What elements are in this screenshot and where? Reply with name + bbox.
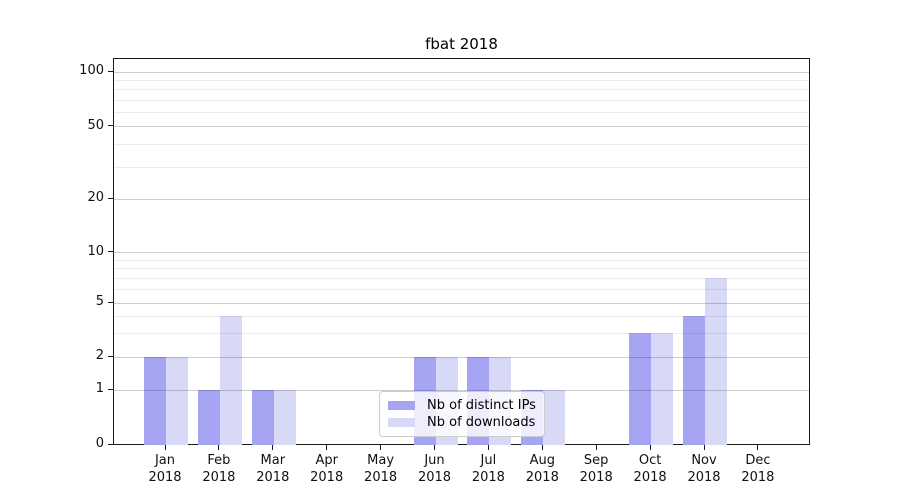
y-gridline-minor-90 [114,79,809,81]
y-gridline-major-10 [114,252,809,253]
bar-nb-of-distinct-ips-oct [629,333,652,445]
legend: Nb of distinct IPs Nb of downloads [379,391,545,437]
xtick-label-jan: Jan 2018 [148,453,182,485]
legend-swatch-downloads [388,418,415,427]
xtick-mark-feb [218,445,220,450]
xtick-label-apr: Apr 2018 [310,453,344,485]
xtick-label-may: May 2018 [364,453,398,485]
bar-nb-of-distinct-ips-jan [144,357,166,445]
xtick-mark-jun [434,445,435,450]
xtick-mark-dec [757,445,759,450]
xtick-label-oct: Oct 2018 [633,453,667,485]
legend-entry-downloads: Nb of downloads [388,414,536,431]
legend-label-downloads: Nb of downloads [427,415,536,430]
ytick-mark-10 [108,251,113,252]
xtick-mark-nov [703,445,705,450]
bar-nb-of-distinct-ips-feb [197,390,220,445]
ytick-mark-20 [108,197,113,199]
xtick-mark-jan [164,445,166,450]
ytick-label-1: 1 [95,381,104,396]
y-gridline-minor-80 [114,89,809,91]
bar-nb-of-downloads-mar [273,390,296,445]
legend-swatch-distinct-ips [388,401,415,410]
xtick-label-dec: Dec 2018 [741,453,775,485]
xtick-mark-sep [595,445,597,450]
xtick-mark-jul [487,445,489,450]
legend-label-distinct-ips: Nb of distinct IPs [427,398,536,413]
ytick-mark-2 [108,355,113,357]
y-gridline-minor-4 [114,315,809,317]
ytick-label-100: 100 [79,63,104,78]
bar-nb-of-downloads-nov [705,278,727,445]
bar-nb-of-downloads-feb [219,316,242,445]
y-gridline-major-5 [114,302,809,304]
ytick-label-50: 50 [87,117,104,133]
chart-title: fbat 2018 [425,35,498,53]
bar-nb-of-distinct-ips-mar [251,390,274,445]
ytick-mark-100 [108,70,113,72]
y-gridline-minor-40 [114,143,809,145]
ytick-mark-0 [108,443,113,445]
xtick-label-feb: Feb 2018 [202,453,236,485]
xtick-label-sep: Sep 2018 [579,453,613,485]
ytick-mark-5 [108,301,113,303]
y-gridline-minor-3 [114,332,809,334]
y-gridline-minor-7 [114,277,809,279]
xtick-label-jul: Jul 2018 [471,453,505,485]
y-gridline-major-50 [114,126,809,128]
legend-entry-distinct-ips: Nb of distinct IPs [388,397,536,414]
ytick-label-0: 0 [95,436,104,451]
y-gridline-minor-8 [114,268,809,270]
ytick-label-2: 2 [95,348,104,363]
plot-area: Nb of distinct IPs Nb of downloads [113,58,810,445]
ytick-label-10: 10 [87,243,104,259]
bar-nb-of-distinct-ips-nov [683,316,705,445]
ytick-mark-1 [108,388,113,390]
y-gridline-major-100 [114,71,809,73]
y-gridline-minor-6 [114,289,809,291]
bar-nb-of-downloads-jan [166,357,188,445]
xtick-label-nov: Nov 2018 [687,453,721,485]
y-gridline-minor-30 [114,166,809,168]
xtick-mark-may [380,445,382,450]
y-gridline-major-2 [114,356,809,358]
xtick-mark-oct [649,445,651,450]
y-gridline-minor-70 [114,99,809,101]
xtick-mark-aug [541,445,543,450]
xtick-label-mar: Mar 2018 [256,453,290,485]
xtick-mark-mar [272,445,274,450]
y-gridline-minor-9 [114,259,809,261]
xtick-mark-apr [326,445,328,450]
ytick-mark-50 [108,125,113,127]
xtick-label-aug: Aug 2018 [525,453,559,485]
y-gridline-major-20 [114,198,809,200]
bar-nb-of-downloads-aug [543,390,566,445]
ytick-label-20: 20 [87,190,104,205]
bar-nb-of-downloads-oct [651,333,674,445]
y-gridline-minor-60 [114,111,809,113]
y-gridline-major-1 [114,389,809,391]
xtick-label-jun: Jun 2018 [417,453,452,485]
ytick-label-5: 5 [95,294,104,309]
